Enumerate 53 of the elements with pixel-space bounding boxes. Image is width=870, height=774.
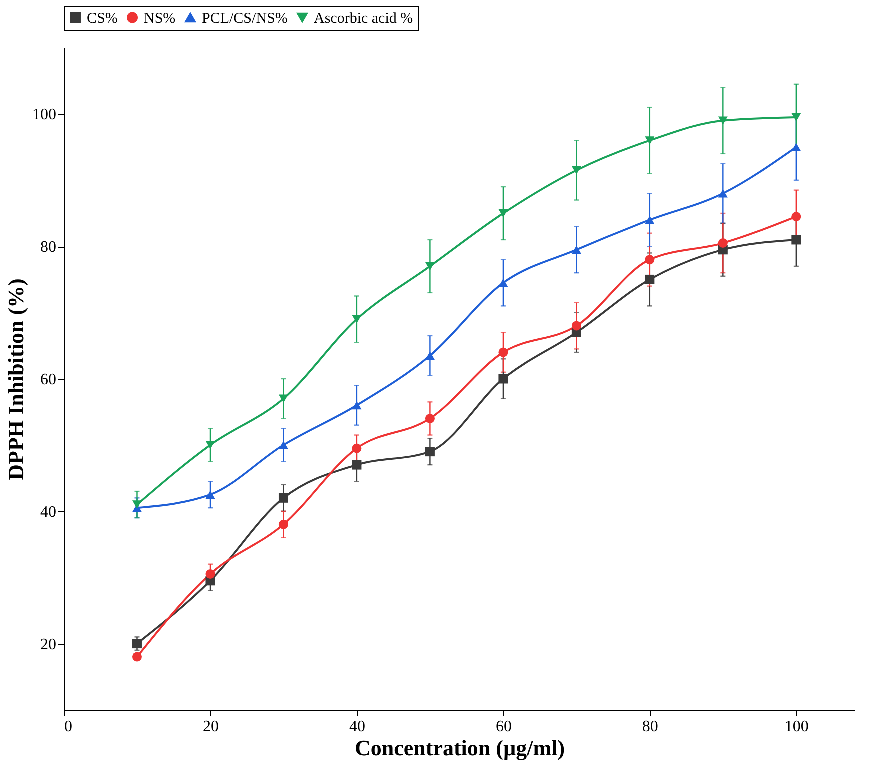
point [278,394,288,403]
point [498,209,508,218]
x-tick-label: 60 [496,718,512,736]
point [645,274,655,284]
point [352,460,362,470]
point [132,639,142,649]
point [425,262,435,271]
y-axis-title: DPPH Inhibition (%) [4,278,28,480]
point [572,321,582,331]
point [718,116,728,125]
point [278,520,288,530]
y-tick-label: 40 [40,504,56,521]
point [278,441,288,450]
legend-label: CS% [87,10,118,27]
x-tick-label: 20 [202,718,219,736]
point [352,401,362,410]
point [425,447,435,457]
x-tick-label: 80 [642,718,658,736]
x-tick-label: 40 [349,718,366,736]
legend-label: Ascorbic acid % [314,10,414,27]
point [498,278,508,288]
point [132,652,142,662]
point [352,444,362,454]
point [206,490,216,499]
point [792,113,802,122]
point [792,143,802,152]
point [645,136,655,145]
x-axis-title: Concentration (µg/ml) [354,736,566,760]
point [645,255,655,265]
point [572,246,582,254]
legend-label: PCL/CS/NS% [202,10,288,27]
point [498,374,508,384]
point [352,315,362,324]
point [792,212,802,222]
legend-label: NS% [144,10,176,27]
y-tick-label: 20 [40,636,56,654]
x-tick-label: 100 [784,718,809,736]
point [425,352,435,360]
y-tick-label: 80 [40,239,56,256]
point [792,235,802,245]
point [425,414,435,424]
point [718,238,728,248]
point [132,500,142,509]
y-tick-label: 60 [40,372,56,388]
point [206,441,216,450]
point [645,216,655,224]
point [206,570,216,580]
point [278,493,288,503]
point [718,190,728,198]
x-tick-label: 0 [64,718,72,736]
y-tick-label: 100 [32,106,56,124]
point [498,348,508,358]
point [572,166,582,175]
